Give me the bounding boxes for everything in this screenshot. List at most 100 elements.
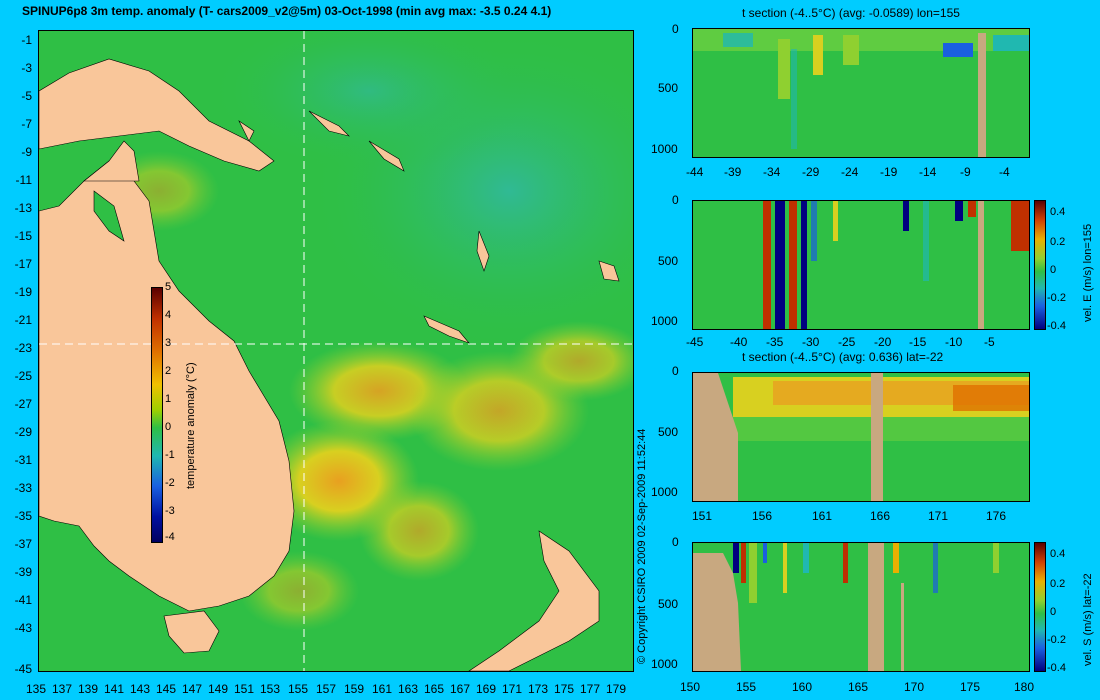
panel-1-ytick: 1000 [651,142,678,156]
lon-label: 135 [26,682,47,696]
panel-4-xtick: 155 [736,680,757,694]
panel-1-xtick: -9 [960,165,971,179]
panel-3-xtick: 151 [692,509,713,523]
lon-label: 159 [344,682,365,696]
lon-label: 171 [502,682,523,696]
lat-label: -1 [21,33,32,47]
lat-axis: -1 -3 -5 -7 -9 -11 -13 -15 -17 -19 -21 -… [0,30,36,680]
lat-label: -45 [14,662,32,676]
lat-label: -17 [14,257,32,271]
map-frame: 5 4 3 2 1 0 -1 -2 -3 -4 temperature anom… [38,30,634,672]
lat-label: -31 [14,453,32,467]
map-colorbar-tick: 4 [165,309,172,321]
panel-2-xtick: -5 [984,335,995,349]
panel-4-xtick: 150 [680,680,701,694]
lon-axis: 135 137 139 141 143 145 147 149 151 153 … [26,682,646,698]
map-colorbar-tick: 2 [165,365,172,377]
map-colorbar-tick: 0 [165,421,172,433]
panel-4-xtick: 170 [904,680,925,694]
panel-4-cbar-tick: 0.2 [1050,578,1066,590]
map-colorbar-tick: 1 [165,393,172,405]
lat-label: -19 [14,285,32,299]
panel-3-ytick: 500 [658,425,679,439]
panel-4-xtick: 160 [792,680,813,694]
lat-label: -33 [14,481,32,495]
lat-label: -15 [14,229,32,243]
panel-1-ytick: 500 [658,81,679,95]
panel-3-xtick: 171 [928,509,949,523]
lon-label: 145 [156,682,177,696]
copyright-text: © Copyright CSIRO 2009 02-Sep-2009 11:52… [636,428,648,664]
panel-3-xtick: 161 [812,509,833,523]
map-colorbar-ticks: 5 4 3 2 1 0 -1 -2 -3 -4 [165,281,185,543]
lat-label: -35 [14,509,32,523]
lon-label: 151 [234,682,255,696]
panel-4-cbar-label: vel. S (m/s) lat=-22 [1082,573,1094,666]
panel-1-title: t section (-4..5°C) (avg: -0.0589) lon=1… [742,6,960,20]
lon-label: 157 [316,682,337,696]
panel-1-xtick: -24 [841,165,859,179]
panel-4-xtick: 175 [960,680,981,694]
panel-2-cbar-tick: -0.2 [1047,292,1066,304]
lon-label: 153 [260,682,281,696]
lon-label: 167 [450,682,471,696]
lat-label: -3 [21,61,32,75]
panel-1-xtick: -29 [802,165,820,179]
map-plot [39,31,633,671]
panel-2-xtick: -20 [874,335,892,349]
panel-2-ytick: 1000 [651,314,678,328]
lon-label: 141 [104,682,125,696]
lat-label: -7 [21,117,32,131]
panel-3-xtick: 176 [986,509,1007,523]
land-new-caledonia [423,315,470,344]
lat-label: -39 [14,565,32,579]
lon-label: 137 [52,682,73,696]
lat-label: -21 [14,313,32,327]
map-colorbar [151,287,163,543]
lon-label: 175 [554,682,575,696]
panel-4-plot [692,542,1030,672]
lon-label: 147 [182,682,203,696]
panel-4-cbar-tick: -0.2 [1047,634,1066,646]
panel-2-ytick: 500 [658,254,679,268]
lon-label: 161 [372,682,393,696]
panel-4-ytick: 500 [658,597,679,611]
panel-2-xtick: -40 [730,335,748,349]
panel-1-xtick: -44 [686,165,704,179]
land-new-zealand [468,530,600,671]
lon-label: 139 [78,682,99,696]
panel-2-xtick: -25 [838,335,856,349]
lat-label: -11 [15,173,32,187]
lon-label: 179 [606,682,627,696]
panel-2-xtick: -10 [945,335,963,349]
map-colorbar-label: temperature anomaly (°C) [185,362,197,489]
lat-label: -43 [14,621,32,635]
panel-2-xtick: -15 [909,335,927,349]
lat-label: -13 [14,201,32,215]
panel-1-ytick: 0 [672,22,679,36]
panel-4-ytick: 1000 [651,657,678,671]
panel-3-title: t section (-4..5°C) (avg: 0.636) lat=-22 [742,350,944,364]
lat-label: -27 [14,397,32,411]
panel-2-xtick: -35 [766,335,784,349]
panel-4-ytick: 0 [672,535,679,549]
lat-label: -41 [14,593,32,607]
lat-label: -5 [21,89,32,103]
lon-label: 165 [424,682,445,696]
panel-2-xtick: -30 [802,335,820,349]
lon-label: 169 [476,682,497,696]
lon-label: 149 [208,682,229,696]
lat-label: -25 [14,369,32,383]
map-colorbar-tick: -1 [165,449,175,461]
lon-label: 163 [398,682,419,696]
panel-1-xtick: -34 [763,165,781,179]
panel-2-colorbar [1034,200,1046,330]
map-colorbar-tick: -4 [165,531,175,543]
panel-3-plot [692,372,1030,502]
panel-1-xtick: -19 [880,165,898,179]
panel-2-cbar-tick: 0.4 [1050,206,1066,218]
panel-2-ytick: 0 [672,193,679,207]
panel-1-xtick: -4 [999,165,1010,179]
panel-3-xtick: 166 [870,509,891,523]
land-tasmania [163,610,220,654]
